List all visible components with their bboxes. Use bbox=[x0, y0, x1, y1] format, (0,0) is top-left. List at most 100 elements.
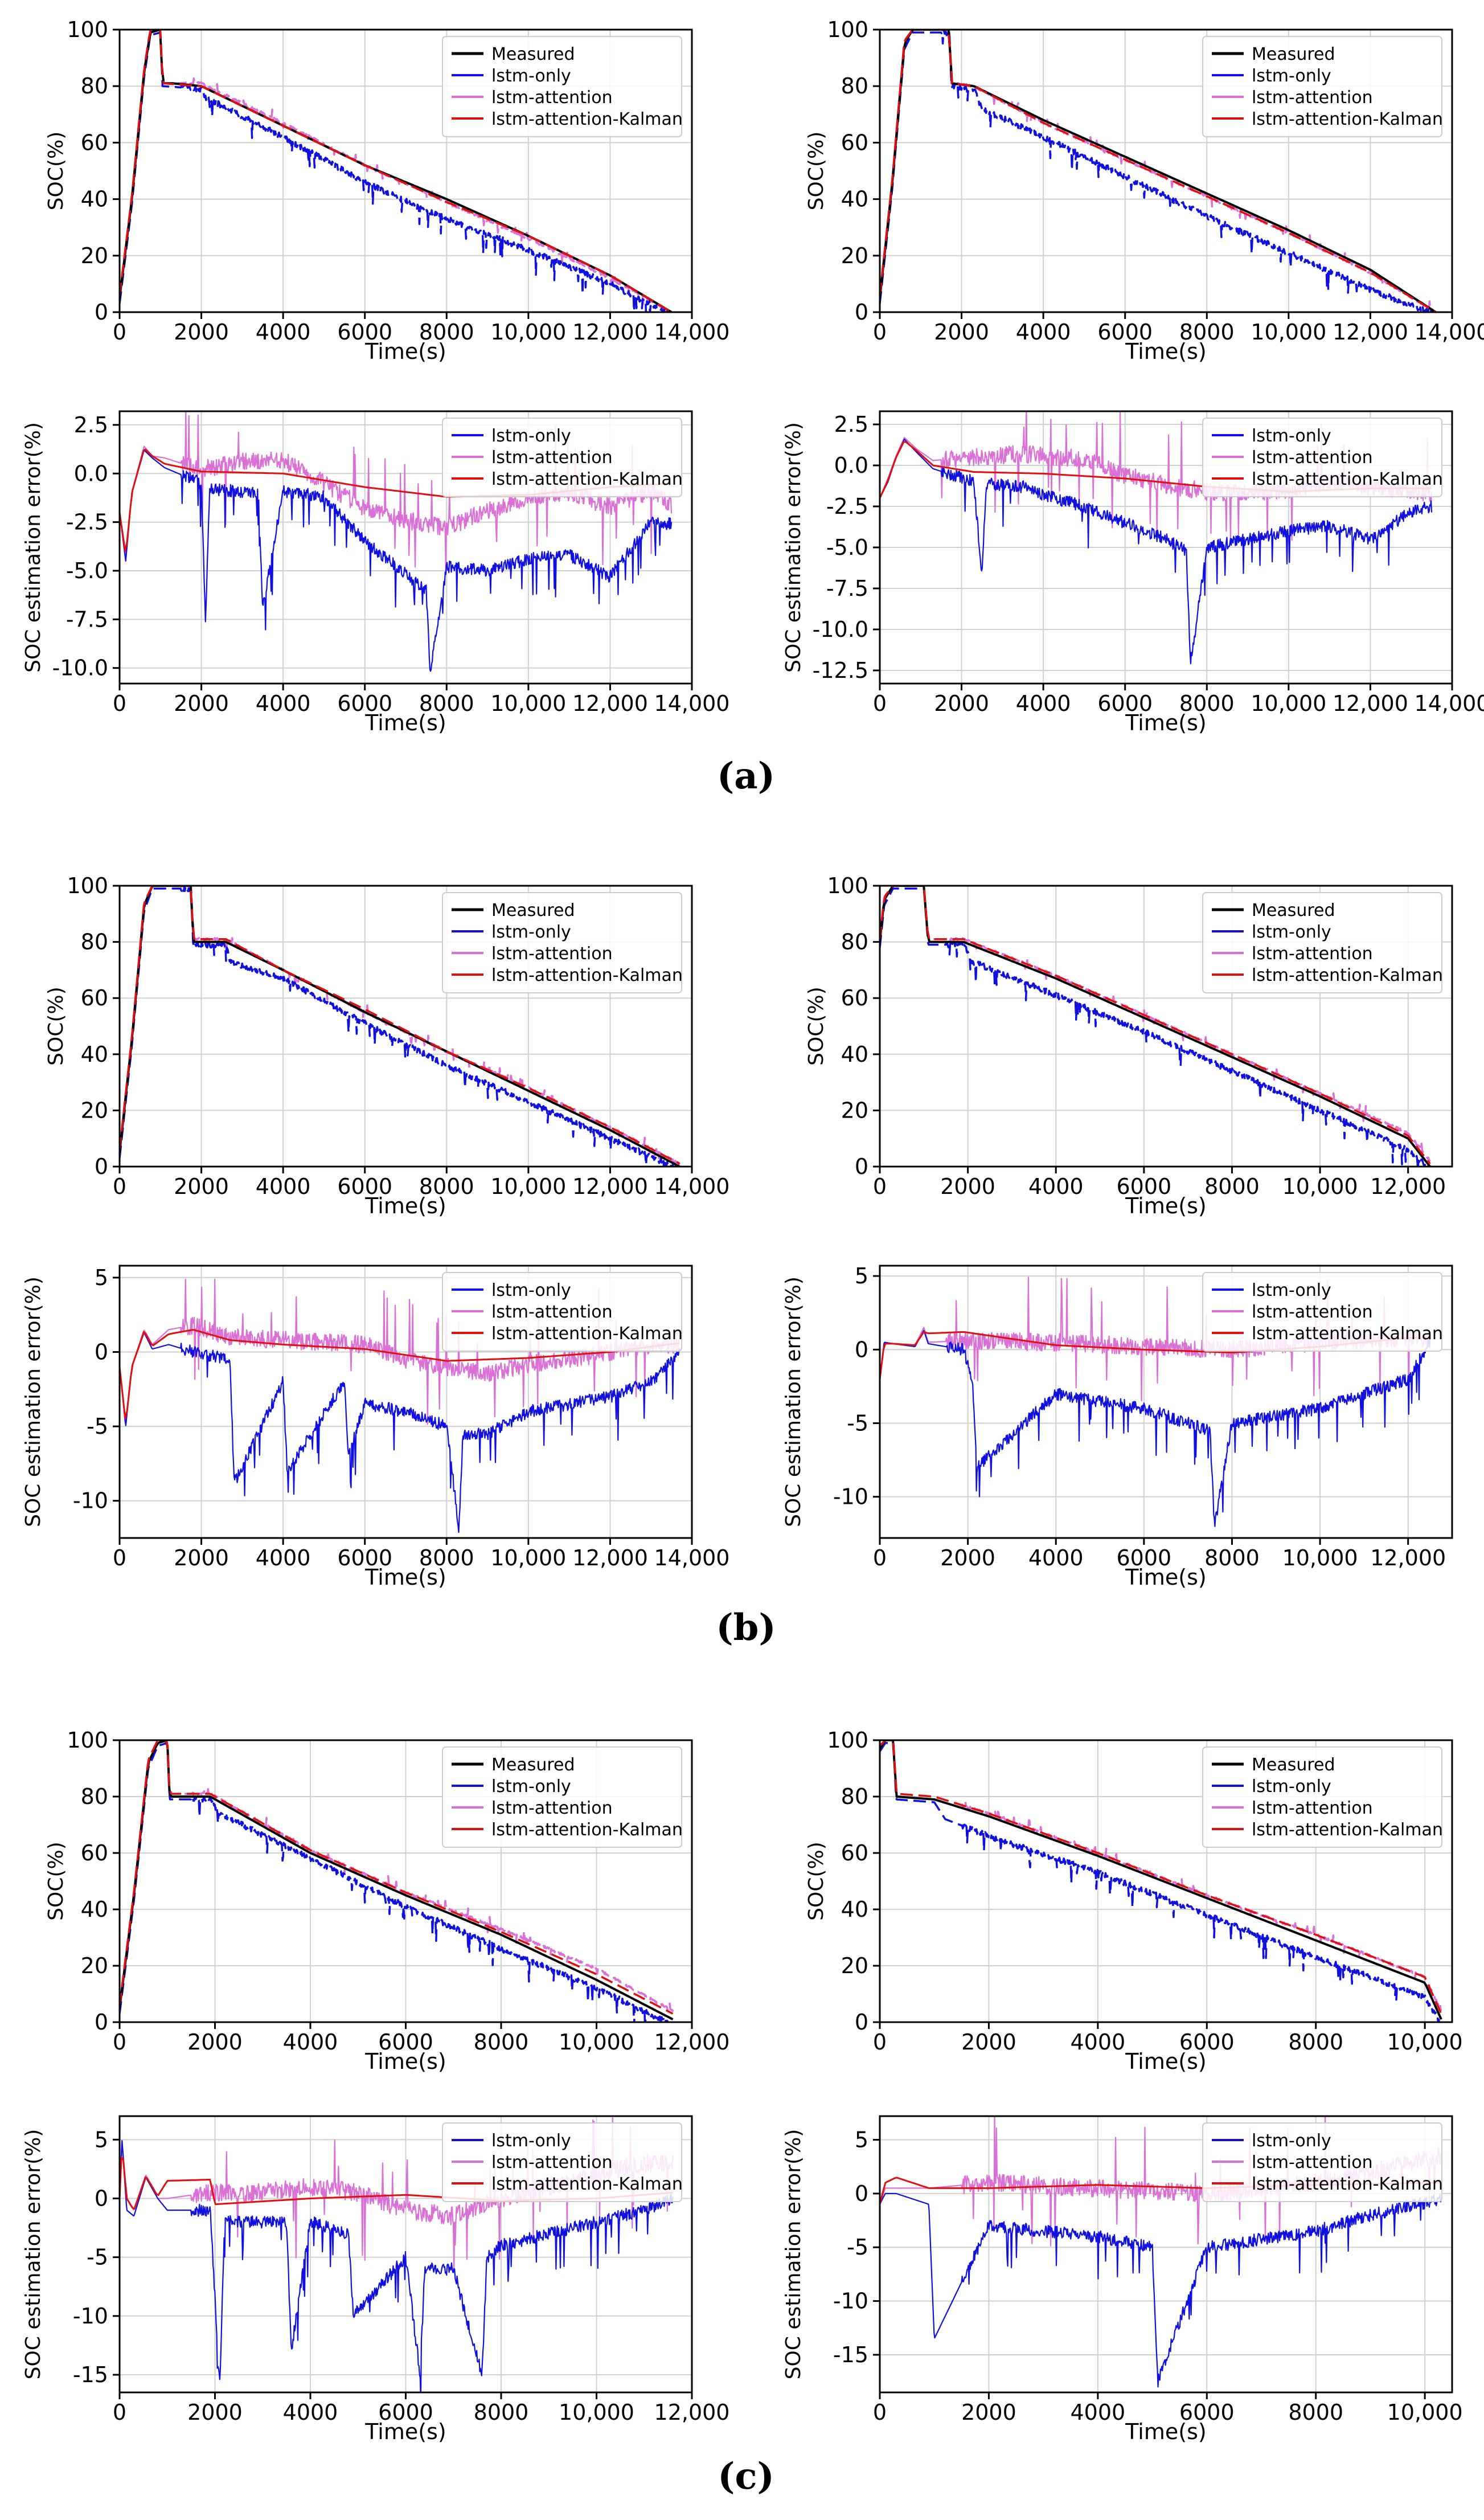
y-tick-label: -7.5 bbox=[66, 607, 108, 632]
x-tick-label: 0 bbox=[113, 1174, 126, 1199]
x-tick-label: 10,000 bbox=[1251, 691, 1326, 716]
y-tick-label: 100 bbox=[67, 1728, 108, 1753]
y-tick-label: -15 bbox=[833, 2342, 868, 2367]
series-lstm-only bbox=[880, 2192, 1442, 2388]
y-axis-label: SOC(%) bbox=[44, 132, 68, 211]
chart-a-err-right: 0 2000 4000 6000 8000 10,000 12,000 14,000 -12.5… bbox=[782, 410, 1484, 735]
x-tick-label: 10,000 bbox=[490, 1545, 566, 1570]
y-axis-label: SOC estimation error(%) bbox=[782, 422, 805, 673]
y-axis-label: SOC(%) bbox=[805, 987, 828, 1066]
legend-entry-lstm-attention-kalman: lstm-attention-Kalman bbox=[1252, 966, 1443, 985]
series-lstm-only bbox=[880, 1742, 1441, 2022]
x-tick-label: 4000 bbox=[1028, 1545, 1084, 1570]
legend-entry-lstm-attention: lstm-attention bbox=[1252, 88, 1373, 108]
legend-entry-lstm-attention-kalman: lstm-attention-Kalman bbox=[1252, 1324, 1443, 1344]
legend-box bbox=[1202, 418, 1442, 497]
legend-entry-lstm-attention-kalman: lstm-attention-Kalman bbox=[1252, 2174, 1443, 2194]
plot-frame bbox=[118, 885, 693, 1168]
legend: Measuredlstm-onlylstm-attentionlstm-atte… bbox=[442, 1746, 683, 1848]
y-tick-label: -5 bbox=[87, 1414, 108, 1439]
legend-entry-lstm-attention-kalman: lstm-attention-Kalman bbox=[491, 2174, 683, 2194]
y-tick-label: 20 bbox=[841, 1098, 868, 1123]
series-lstm-only bbox=[120, 1742, 671, 2022]
y-tick-label: 0 bbox=[95, 1154, 108, 1179]
x-tick-label: 0 bbox=[873, 2400, 887, 2425]
y-tick-label: 0 bbox=[95, 1339, 108, 1364]
legend-entry-lstm-attention-kalman: lstm-attention-Kalman bbox=[491, 1820, 683, 1840]
legend: lstm-onlylstm-attentionlstm-attention-Ka… bbox=[1202, 418, 1443, 497]
y-tick-label: 0 bbox=[855, 1154, 868, 1179]
y-tick-label: -10 bbox=[73, 2304, 108, 2329]
x-tick-label: 2000 bbox=[174, 320, 229, 345]
x-tick-label: 10,000 bbox=[559, 2030, 634, 2055]
y-tick-label: 80 bbox=[841, 930, 868, 955]
y-tick-label: 60 bbox=[841, 1840, 868, 1866]
legend: lstm-onlylstm-attentionlstm-attention-Ka… bbox=[442, 2122, 683, 2202]
legend-box bbox=[1202, 1272, 1442, 1352]
y-tick-label: -10.0 bbox=[813, 617, 868, 642]
x-tick-label: 10,000 bbox=[559, 2400, 634, 2425]
y-tick-label: 2.5 bbox=[834, 412, 868, 437]
x-tick-label: 0 bbox=[873, 1545, 887, 1570]
x-tick-label: 12,000 bbox=[572, 320, 648, 345]
y-tick-label: 60 bbox=[841, 130, 868, 155]
x-axis-label: Time(s) bbox=[1125, 2419, 1206, 2444]
x-tick-label: 0 bbox=[873, 320, 887, 345]
y-tick-label: 20 bbox=[81, 243, 108, 268]
legend-entry-lstm-attention-kalman: lstm-attention-Kalman bbox=[491, 966, 683, 985]
y-tick-label: 80 bbox=[81, 73, 108, 99]
y-tick-label: 60 bbox=[81, 985, 108, 1011]
y-tick-label: -10 bbox=[833, 1484, 868, 1509]
plot-frame bbox=[879, 2115, 1453, 2394]
legend-entry-lstm-only: lstm-only bbox=[1252, 66, 1331, 86]
x-tick-label: 6000 bbox=[1116, 1174, 1171, 1199]
series-lstm-attention-kalman bbox=[120, 1740, 674, 2015]
chart-b-soc-right: 0 2000 4000 6000 8000 10,000 12,000 0 20 40 60 80 10… bbox=[805, 873, 1453, 1218]
legend: lstm-onlylstm-attentionlstm-attention-Ka… bbox=[442, 1272, 683, 1352]
x-tick-label: 8000 bbox=[419, 1545, 474, 1570]
chart-a-soc-left: 0 2000 4000 6000 8000 10,000 12,000 14,000 0 20 40… bbox=[44, 17, 729, 364]
chart-b-soc-left: 0 2000 4000 6000 8000 10,000 12,000 14,000 0 20 40… bbox=[44, 873, 729, 1218]
x-axis-label: Time(s) bbox=[1125, 339, 1206, 364]
x-tick-label: 8000 bbox=[474, 2030, 529, 2055]
legend-box bbox=[1202, 892, 1442, 993]
legend-entry-lstm-attention-kalman: lstm-attention-Kalman bbox=[1252, 109, 1443, 129]
legend-entry-lstm-only: lstm-only bbox=[1252, 1281, 1331, 1300]
x-axis-label: Time(s) bbox=[364, 339, 446, 364]
y-tick-label: 60 bbox=[81, 130, 108, 155]
x-tick-label: 12,000 bbox=[572, 1545, 648, 1570]
legend-entry-lstm-attention: lstm-attention bbox=[1252, 448, 1373, 468]
x-tick-label: 10,000 bbox=[1282, 1174, 1358, 1199]
chart-c-err-left: 0 2000 4000 6000 8000 10,000 12,000 -15 -10 -5 0 5 T… bbox=[22, 2115, 730, 2444]
y-tick-label: -5 bbox=[847, 1410, 868, 1435]
legend-entry-lstm-attention-kalman: lstm-attention-Kalman bbox=[491, 109, 683, 129]
x-tick-label: 12,000 bbox=[654, 2400, 730, 2425]
series-lstm-attention bbox=[880, 886, 1431, 1163]
x-tick-label: 12,000 bbox=[1370, 1174, 1446, 1199]
legend-entry-lstm-only: lstm-only bbox=[491, 1777, 571, 1797]
plot-frame bbox=[879, 1265, 1453, 1539]
series-measured bbox=[880, 1740, 1442, 2020]
y-tick-label: 20 bbox=[841, 243, 868, 268]
y-tick-label: 0 bbox=[95, 300, 108, 325]
series-lstm-only bbox=[120, 886, 680, 1167]
series-lstm-attention-kalman bbox=[120, 886, 680, 1165]
y-tick-label: 100 bbox=[827, 1728, 868, 1753]
y-axis-label: SOC estimation error(%) bbox=[22, 422, 45, 673]
x-tick-label: 14,000 bbox=[654, 691, 730, 716]
x-tick-label: 4000 bbox=[256, 320, 311, 345]
y-axis-label: SOC(%) bbox=[805, 1842, 828, 1921]
y-tick-label: 80 bbox=[81, 930, 108, 955]
legend-entry-lstm-attention-kalman: lstm-attention-Kalman bbox=[1252, 469, 1443, 489]
y-axis-label: SOC(%) bbox=[805, 132, 828, 211]
series-lstm-attention-kalman bbox=[880, 1740, 1442, 2014]
x-tick-label: 2000 bbox=[961, 2030, 1016, 2055]
x-tick-label: 12,000 bbox=[654, 2030, 730, 2055]
series-lstm-attention-kalman bbox=[880, 30, 1437, 312]
series-measured bbox=[120, 1740, 674, 2020]
series-lstm-only bbox=[880, 30, 1433, 312]
x-tick-label: 8000 bbox=[1204, 1545, 1260, 1570]
chart-c-soc-right: 0 2000 4000 6000 8000 10,000 0 20 40 60 80 100 Time(… bbox=[805, 1728, 1463, 2074]
